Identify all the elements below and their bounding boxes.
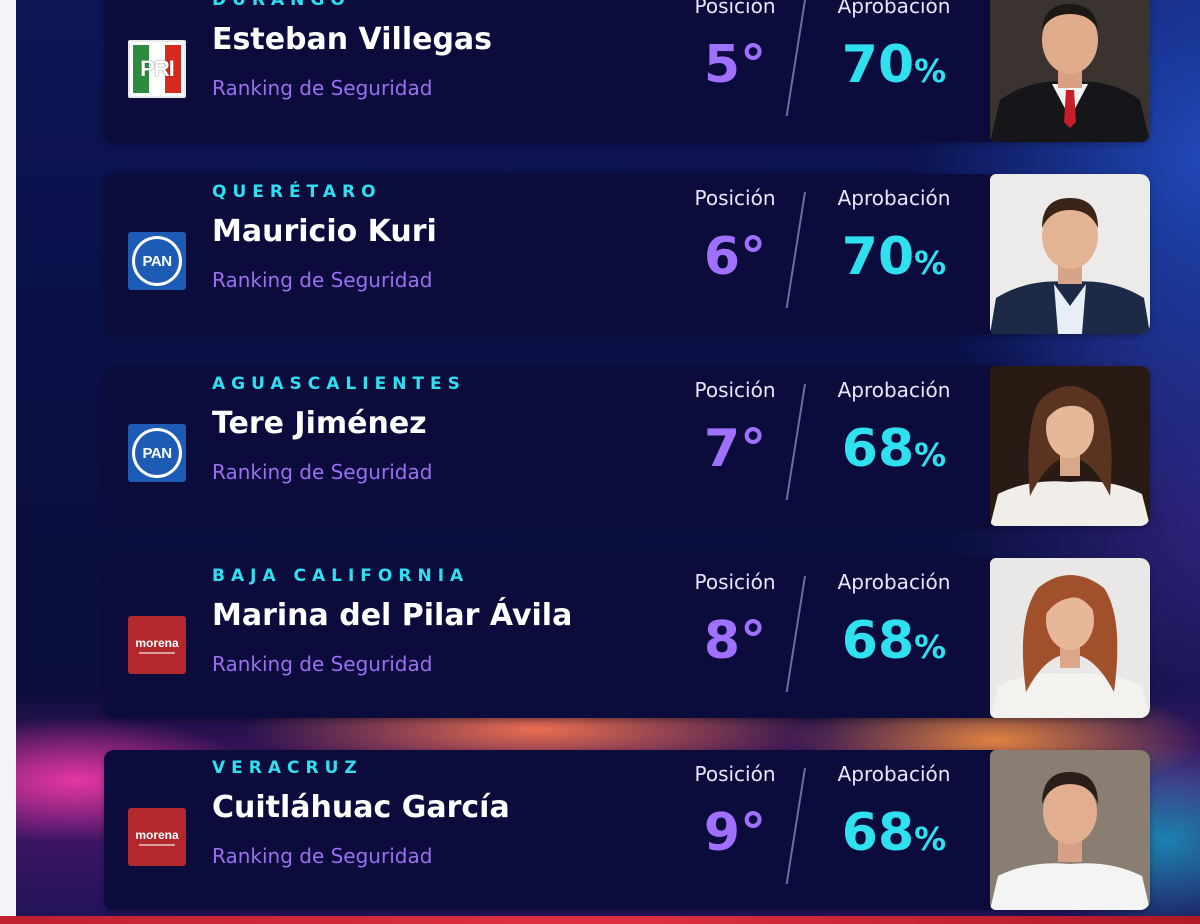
governor-name: Esteban Villegas — [212, 22, 493, 57]
state-name: QUERÉTARO — [212, 182, 382, 202]
approval-value: 68% — [841, 803, 947, 863]
pri-logo-icon: PRI — [128, 40, 186, 98]
governor-name: Mauricio Kuri — [212, 214, 437, 249]
position-value: 7° — [703, 419, 767, 479]
position-label: Posición — [694, 762, 776, 786]
position-label: Posición — [694, 0, 776, 18]
governor-name: Cuitláhuac García — [212, 790, 510, 825]
governor-photo — [990, 750, 1150, 910]
ranking-card[interactable]: PAN AGUASCALIENTES Tere Jiménez Ranking … — [104, 366, 1150, 526]
position-label: Posición — [694, 186, 776, 210]
governor-name: Marina del Pilar Ávila — [212, 598, 573, 633]
ranking-subtitle: Ranking de Seguridad — [212, 460, 433, 484]
governor-photo — [990, 0, 1150, 142]
state-name: DURANGO — [212, 0, 351, 10]
approval-value: 68% — [841, 611, 947, 671]
approval-label: Aprobación — [837, 186, 951, 210]
approval-value: 68% — [841, 419, 947, 479]
approval-label: Aprobación — [837, 378, 951, 402]
ranking-card[interactable]: morena VERACRUZ Cuitláhuac García Rankin… — [104, 750, 1150, 910]
approval-label: Aprobación — [837, 0, 951, 18]
background-panel: PRI DURANGO Esteban Villegas Ranking de … — [16, 0, 1200, 916]
ranking-card[interactable]: morena BAJA CALIFORNIA Marina del Pilar … — [104, 558, 1150, 718]
state-name: BAJA CALIFORNIA — [212, 566, 470, 586]
approval-value: 70% — [841, 35, 947, 95]
position-value: 9° — [703, 803, 767, 863]
ranking-subtitle: Ranking de Seguridad — [212, 268, 433, 292]
ranking-card[interactable]: PRI DURANGO Esteban Villegas Ranking de … — [104, 0, 1150, 142]
approval-label: Aprobación — [837, 762, 951, 786]
governor-photo — [990, 174, 1150, 334]
position-label: Posición — [694, 570, 776, 594]
position-label: Posición — [694, 378, 776, 402]
approval-value: 70% — [841, 227, 947, 287]
ranking-subtitle: Ranking de Seguridad — [212, 76, 433, 100]
position-value: 8° — [703, 611, 767, 671]
governor-photo — [990, 558, 1150, 718]
ranking-card[interactable]: PAN QUERÉTARO Mauricio Kuri Ranking de S… — [104, 174, 1150, 334]
pan-logo-icon: PAN — [128, 424, 186, 482]
ranking-subtitle: Ranking de Seguridad — [212, 844, 433, 868]
position-value: 5° — [703, 35, 767, 95]
state-name: VERACRUZ — [212, 758, 363, 778]
approval-label: Aprobación — [837, 570, 951, 594]
pan-logo-icon: PAN — [128, 232, 186, 290]
morena-logo-icon: morena — [128, 616, 186, 674]
ranking-subtitle: Ranking de Seguridad — [212, 652, 433, 676]
position-value: 6° — [703, 227, 767, 287]
state-name: AGUASCALIENTES — [212, 374, 466, 394]
governor-name: Tere Jiménez — [212, 406, 427, 441]
morena-logo-icon: morena — [128, 808, 186, 866]
bottom-strip — [0, 916, 1200, 924]
governor-photo — [990, 366, 1150, 526]
